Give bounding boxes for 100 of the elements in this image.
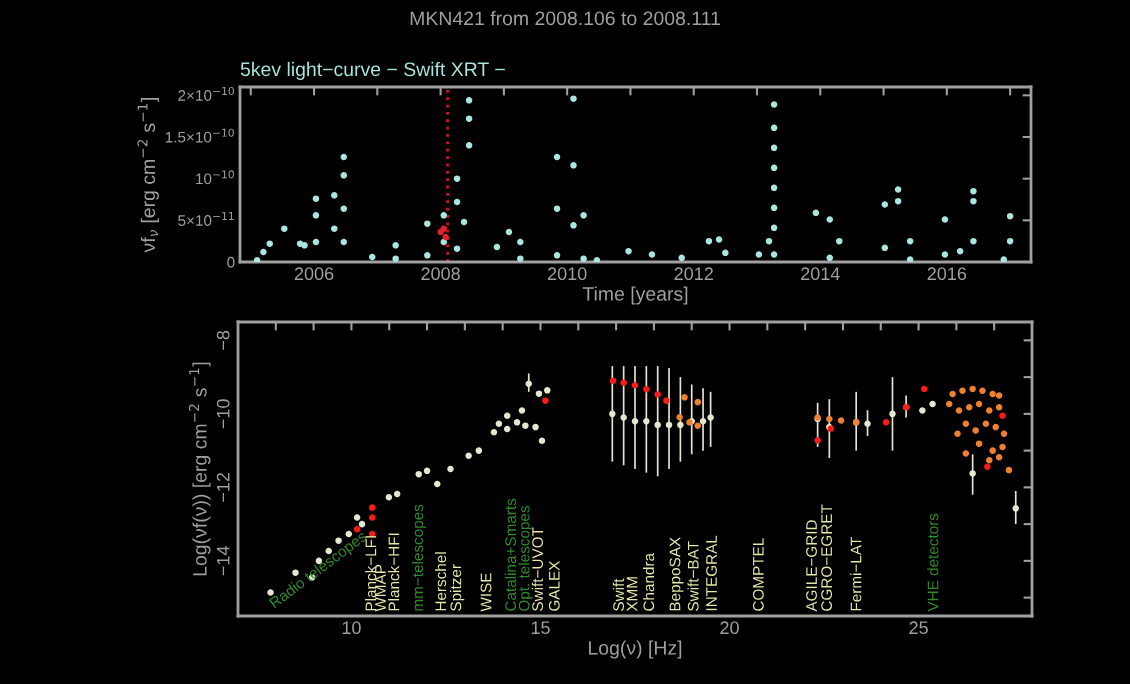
annotation: Catalina+Smarts [504,498,517,611]
point [535,390,543,397]
point [620,379,627,386]
y-tick-label: −8 [216,330,230,350]
point [643,417,650,425]
y-tick-label: 5×10$^{−11}$ [178,212,234,226]
annotation: INTEGRAL [706,535,717,611]
point [525,380,533,387]
x-tick-label: 20 [720,621,739,635]
point [643,386,650,393]
point [965,404,973,411]
x-axis-title: Log(ν) [Hz] [589,640,682,659]
annotation: CGRO−EGRET [821,504,833,611]
point [609,377,617,385]
annotation: AGILE−GRID [806,520,817,612]
x-axis-title: Time [years] [582,286,688,305]
point [949,390,956,398]
point [447,465,454,473]
y-tick-label: −10 [216,399,230,429]
point [975,400,983,408]
point [982,420,990,428]
point [490,428,498,436]
point [677,421,684,429]
point [989,447,996,454]
point [663,397,670,404]
point [465,452,472,460]
point [353,514,361,521]
x-tick-label: 2008 [421,267,460,281]
point [979,387,986,394]
chart-title: MKN421 from 2008.106 to 2008.111 [410,10,720,26]
annotation: Chandra [642,552,655,611]
point [986,407,993,414]
x-tick-label: 2006 [294,267,334,281]
point [385,494,393,501]
point [368,514,376,521]
annotation: Spitzer [450,564,465,611]
point [826,415,833,423]
x-tick-label: 2016 [927,267,967,281]
annotation: Swift−BAT [687,541,699,611]
point [676,413,683,421]
point [694,422,702,429]
point [975,440,983,447]
point [495,420,503,428]
point [434,480,441,488]
point [1000,430,1008,437]
point [986,456,993,464]
annotation: Swift [612,578,625,611]
point [503,412,511,419]
point [654,421,661,429]
y-tick-label: 2×10$^{−10}$ [178,86,234,101]
point [955,407,963,414]
point [532,423,539,431]
point [358,520,366,528]
point [814,437,821,444]
point [882,419,890,426]
point [995,404,1003,411]
annotation: Planck−HFI [388,533,400,611]
x-tick-label: 2010 [547,267,587,281]
annotation: Swift−UVOT [531,527,544,611]
point [920,385,928,393]
x-tick-label: 2012 [674,267,713,281]
y-tick-label: 1.5×10$^{−10}$ [165,128,234,143]
annotation: WISE [480,573,492,612]
point [475,447,483,454]
chart-subtitle: 5kev light−curve − Swift XRT − [240,61,505,80]
point [292,569,299,576]
point [353,526,361,533]
y-tick-label: 10$^{−10}$ [196,170,234,185]
point [919,407,926,414]
y-axis-title: Log(νf(ν)) [erg cm$^{−2}$ s$^{−1}$] [188,362,211,576]
x-tick-label: 2014 [801,267,840,281]
point [513,419,521,426]
annotation: Planck−LFI [365,536,377,611]
point [954,430,961,437]
annotation: Fermi−LAT [850,537,862,611]
point [1005,466,1013,474]
point [989,390,996,398]
y-tick-label: −14 [216,546,230,576]
point [969,385,976,393]
point [620,414,627,421]
point [992,423,999,431]
point [544,387,551,394]
annotation: COMPTEL [752,538,764,611]
point [889,410,896,418]
point [538,437,546,444]
annotation: VHE detectors [927,513,939,612]
y-axis-title: νf$_{ν}$ [erg cm$^{−2}$ s$^{−1}$] [137,98,159,253]
point [542,397,549,404]
annotation: mm−telescopes [411,504,427,611]
point [864,420,871,428]
annotation: XMM [626,577,638,612]
point [681,394,688,401]
point [694,398,702,406]
point [837,417,845,424]
annotation: WMAP [375,564,386,612]
point [415,470,422,478]
point [995,453,1003,461]
point [368,504,376,511]
annotation: Opt. telescopes [518,505,533,611]
point [999,412,1006,419]
